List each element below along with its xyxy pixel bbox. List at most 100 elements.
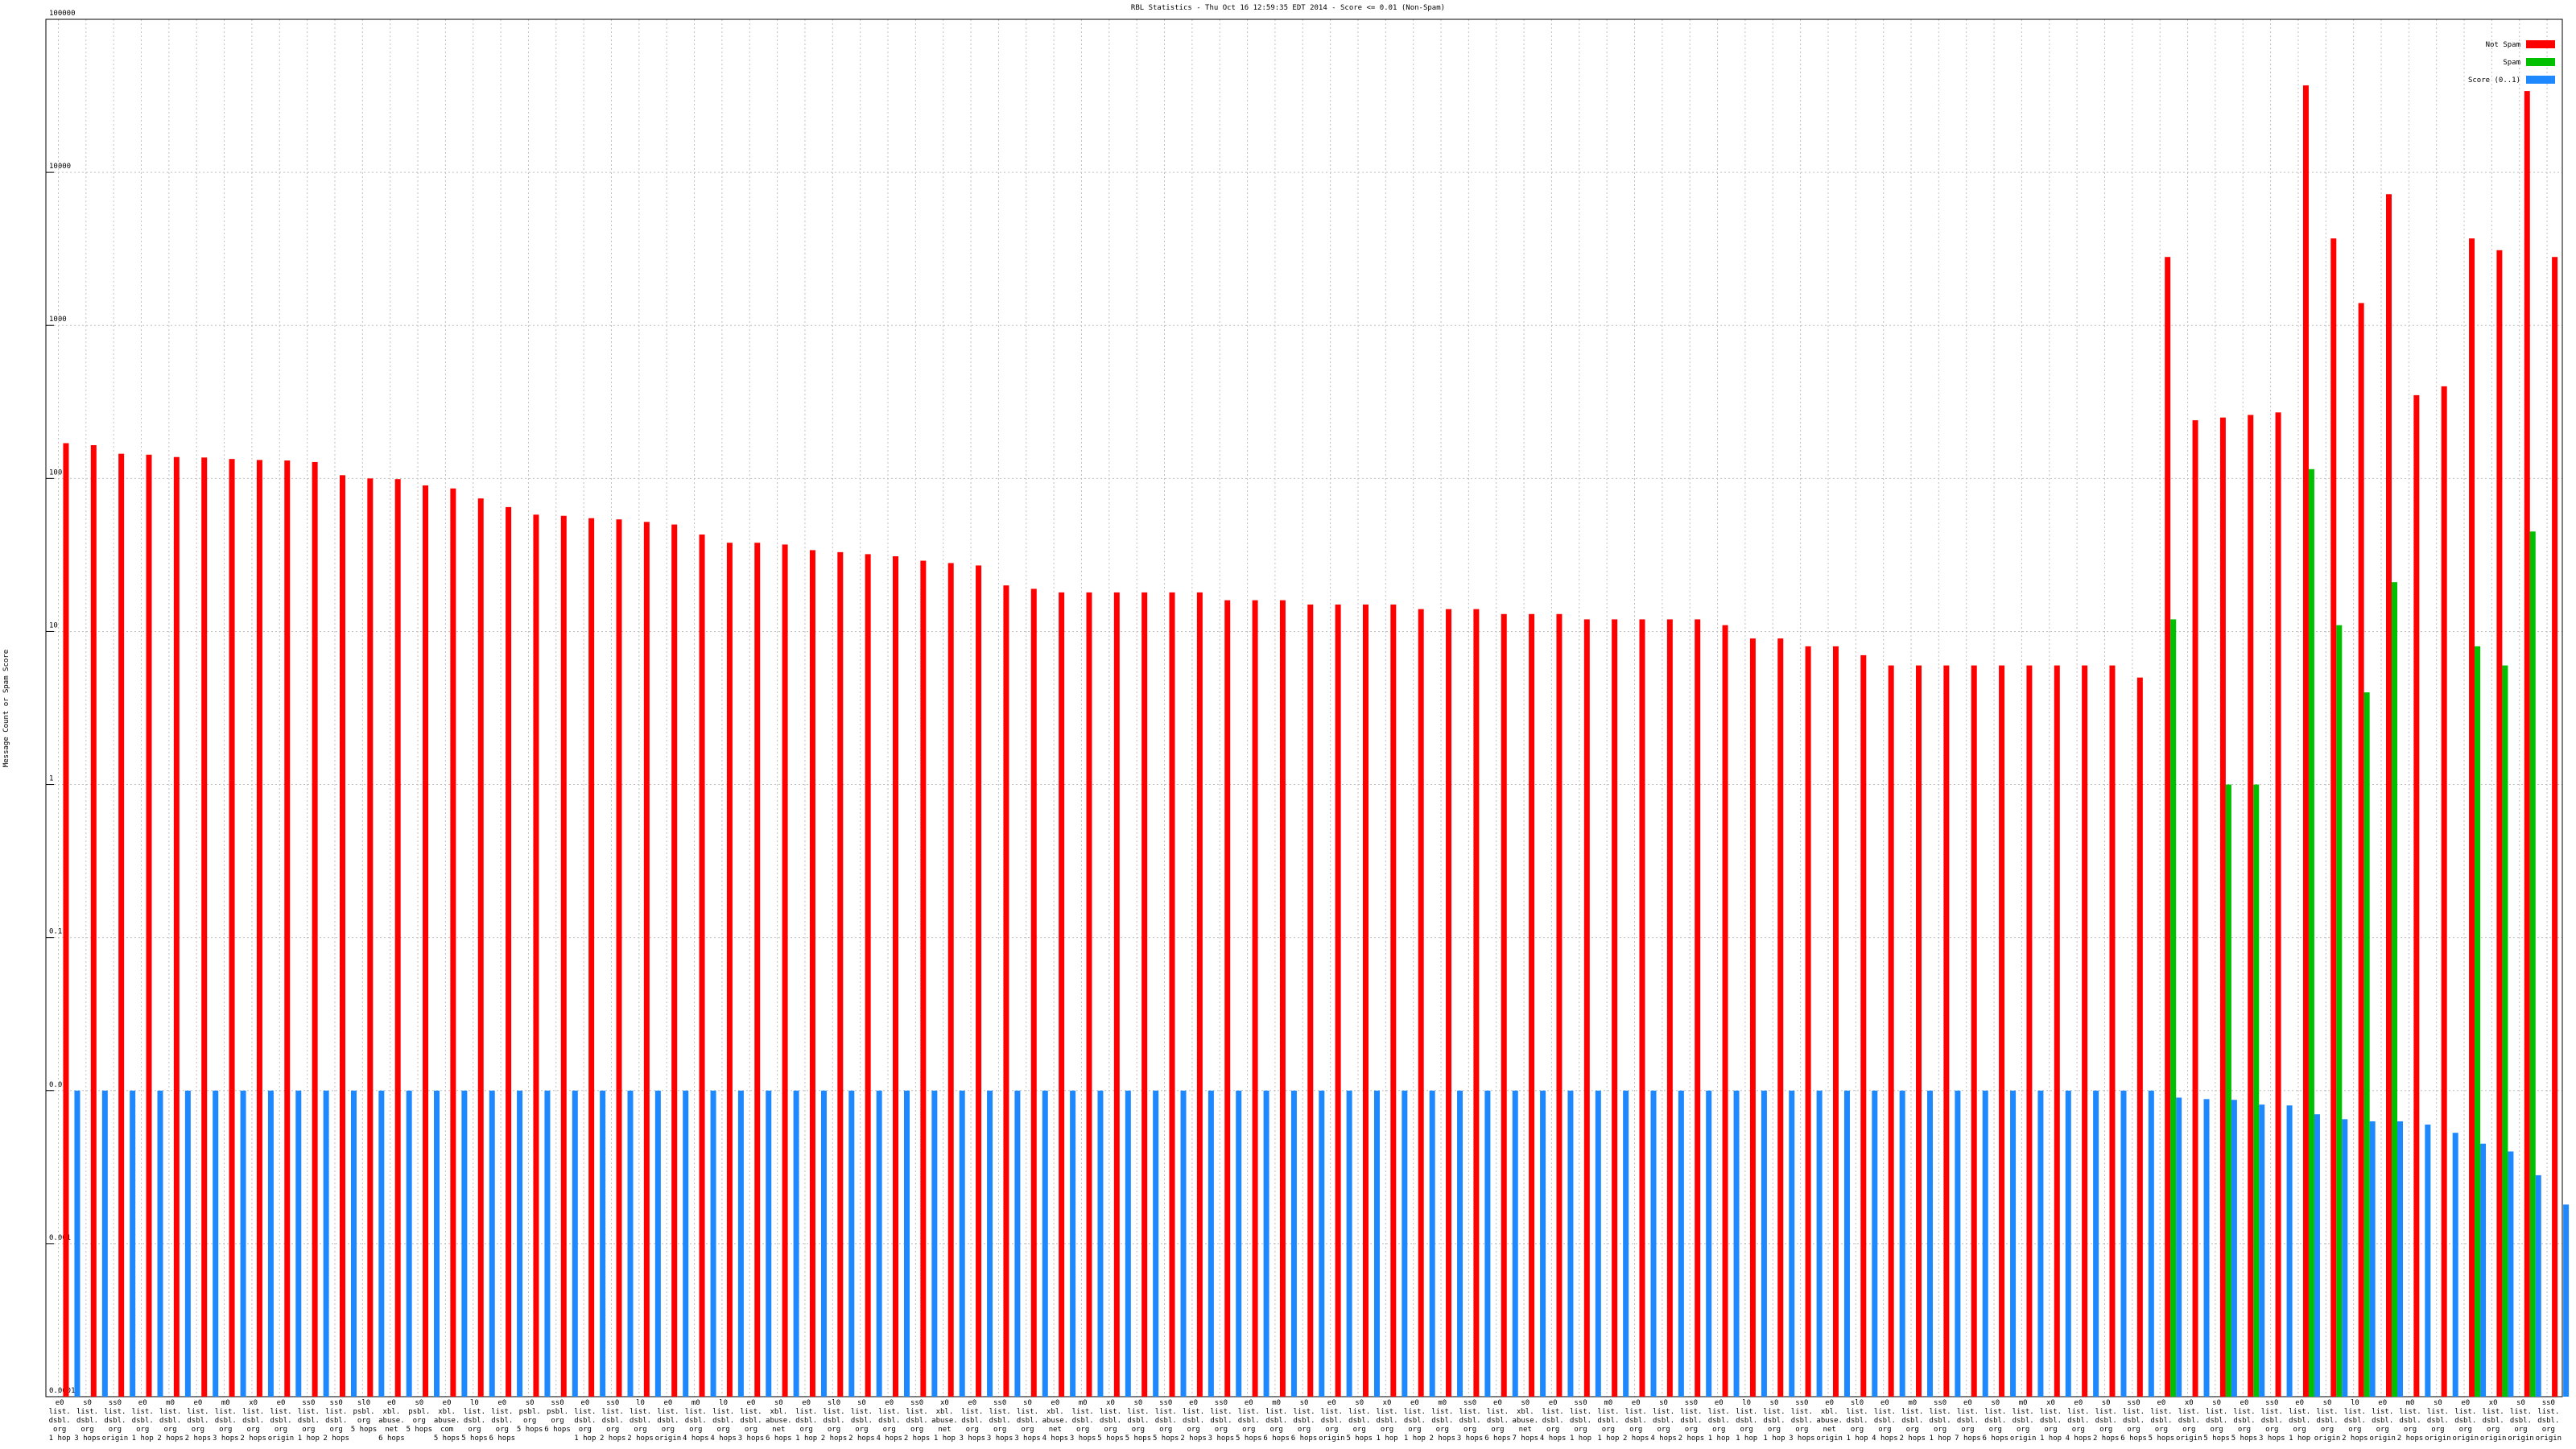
- bar: [1595, 1090, 1601, 1397]
- x-tick-label: s0 list. dsbl. org 1 hop: [1763, 1399, 1785, 1443]
- bar: [2413, 394, 2420, 1397]
- x-tick-label: ss0 list. dsbl. org 5 hops: [1153, 1399, 1179, 1443]
- bar: [295, 1090, 302, 1397]
- bar: [820, 1090, 827, 1397]
- x-tick-label: s0 list. dsbl. org 2 hops: [2093, 1399, 2120, 1443]
- bar: [726, 543, 733, 1397]
- y-tick-label: 100: [49, 469, 62, 477]
- x-tick-label: m0 list. dsbl. org 3 hops: [1070, 1399, 1096, 1443]
- x-tick-label: s0 list. dsbl. org origin: [2314, 1399, 2341, 1443]
- bar: [1501, 613, 1507, 1397]
- bar: [1650, 1090, 1657, 1397]
- bar: [1943, 665, 1950, 1397]
- x-tick-label: sl0 psbl. org 5 hops: [351, 1399, 378, 1434]
- y-axis-label: Message Count or Spam Score: [2, 650, 10, 767]
- bar: [931, 1090, 938, 1397]
- y-tick-label: 10: [49, 621, 58, 630]
- bar: [1236, 1090, 1242, 1397]
- bar: [2363, 692, 2370, 1397]
- bar: [90, 444, 97, 1397]
- x-tick-label: x0 list. dsbl. org origin: [2480, 1399, 2507, 1443]
- bar: [1346, 1090, 1352, 1397]
- bar: [600, 1090, 606, 1397]
- bar: [1733, 1090, 1740, 1397]
- x-tick-label: s0 list. dsbl. org 4 hops: [1650, 1399, 1677, 1443]
- bar: [2563, 1204, 2570, 1397]
- bar: [976, 565, 982, 1397]
- x-tick-label: e0 list. dsbl. org 2 hops: [185, 1399, 212, 1443]
- bar: [2148, 1090, 2154, 1397]
- x-tick-label: ss0 list. dsbl. org 1 hop: [1570, 1399, 1591, 1443]
- bar: [1484, 1090, 1491, 1397]
- bar: [865, 554, 871, 1397]
- x-tick-label: e0 list. dsbl. org 1 hop: [49, 1399, 71, 1443]
- bar: [1860, 654, 1867, 1397]
- bar: [2480, 1143, 2487, 1397]
- y-tick-label: 0.1: [49, 928, 62, 936]
- x-tick-label: ss0 list. dsbl. org 1 hop: [1930, 1399, 1951, 1443]
- x-tick-label: ss0 list. dsbl. org 3 hops: [2259, 1399, 2285, 1443]
- bar: [616, 519, 622, 1397]
- bar: [1290, 1090, 1297, 1397]
- bar: [267, 1090, 274, 1397]
- x-tick-label: m0 list. dsbl. org 3 hops: [213, 1399, 239, 1443]
- bar: [699, 535, 705, 1397]
- bar: [1678, 1090, 1684, 1397]
- bar: [643, 522, 650, 1397]
- y-tick-label: 0.001: [49, 1234, 71, 1242]
- bar: [1556, 613, 1563, 1397]
- bar: [2136, 677, 2143, 1397]
- x-tick-label: e0 list. dsbl. org 4 hops: [1540, 1399, 1567, 1443]
- bar: [920, 560, 927, 1397]
- x-tick-label: e0 list. dsbl. org origin: [655, 1399, 682, 1443]
- x-tick-label: e0 list. dsbl. org 2 hops: [1623, 1399, 1649, 1443]
- x-tick-label: e0 xbl. abuse. net origin: [1816, 1399, 1843, 1443]
- x-tick-label: s0 list. dsbl. org 2 hops: [848, 1399, 875, 1443]
- x-tick-label: e0 list. dsbl. org 6 hops: [1484, 1399, 1511, 1443]
- x-tick-label: e0 list. dsbl. org origin: [2453, 1399, 2479, 1443]
- bar: [2441, 386, 2447, 1397]
- bar: [284, 460, 291, 1397]
- bar: [710, 1090, 716, 1397]
- x-tick-label: s0 list. dsbl. org 6 hops: [1983, 1399, 2009, 1443]
- legend-swatch: [2526, 76, 2555, 84]
- x-tick-label: ss0 list. dsbl. org 3 hops: [1208, 1399, 1235, 1443]
- bar: [2165, 257, 2171, 1397]
- bar: [2469, 238, 2475, 1397]
- bar: [1113, 592, 1120, 1397]
- x-tick-label: e0 list. dsbl. org origin: [1319, 1399, 1345, 1443]
- bar: [1982, 1090, 1988, 1397]
- x-tick-label: sl0 list. dsbl. org 1 hop: [1846, 1399, 1868, 1443]
- bar: [118, 453, 125, 1397]
- bar: [2496, 250, 2503, 1397]
- bar: [1529, 613, 1535, 1397]
- x-tick-label: ss0 list. dsbl. org 2 hops: [904, 1399, 931, 1443]
- bar: [2552, 257, 2558, 1397]
- bar: [1623, 1090, 1629, 1397]
- bar: [1706, 1090, 1712, 1397]
- x-tick-label: x0 list. dsbl. org origin: [2176, 1399, 2202, 1443]
- x-tick-label: e0 xbl. abuse. com 5 hops: [434, 1399, 460, 1443]
- bar: [2120, 1090, 2127, 1397]
- bar: [737, 1090, 744, 1397]
- bar: [2248, 415, 2254, 1397]
- x-tick-label: m0 list. dsbl. org 2 hops: [2397, 1399, 2424, 1443]
- bar: [1429, 1090, 1435, 1397]
- bar: [671, 524, 678, 1397]
- bar: [2231, 1100, 2237, 1397]
- bar: [1362, 604, 1368, 1397]
- bar: [1722, 625, 1728, 1397]
- bar: [654, 1090, 661, 1397]
- bar: [2176, 1097, 2182, 1397]
- x-tick-label: ss0 psbl. org 6 hops: [544, 1399, 571, 1434]
- bar: [1832, 646, 1839, 1397]
- bar: [173, 456, 180, 1397]
- bar: [1153, 1090, 1159, 1397]
- bar: [1418, 609, 1424, 1397]
- bar: [1805, 646, 1811, 1397]
- y-tick-label: 0.01: [49, 1081, 67, 1089]
- bar: [2286, 1105, 2293, 1397]
- bar: [2065, 1090, 2071, 1397]
